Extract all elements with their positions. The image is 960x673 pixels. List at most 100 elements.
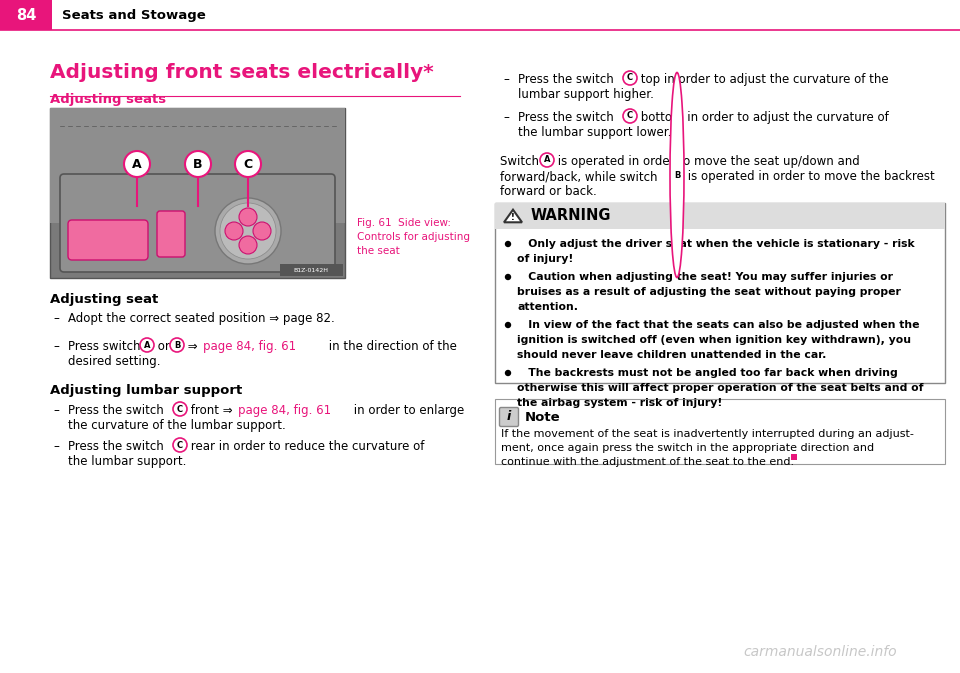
Text: attention.: attention.	[517, 302, 578, 312]
Text: continue with the adjustment of the seat to the end.: continue with the adjustment of the seat…	[501, 457, 794, 467]
Text: A: A	[132, 157, 142, 170]
Bar	[495, 203, 945, 383]
Text: ignition is switched off (even when ignition key withdrawn), you: ignition is switched off (even when igni…	[517, 335, 911, 345]
Text: otherwise this will affect proper operation of the seat belts and of: otherwise this will affect proper operat…	[517, 383, 924, 393]
Bar	[495, 399, 945, 464]
FancyBboxPatch shape	[499, 407, 518, 427]
Text: Only adjust the driver seat when the vehicle is stationary - risk: Only adjust the driver seat when the veh…	[517, 239, 915, 249]
Circle shape	[505, 274, 511, 280]
Text: in order to enlarge: in order to enlarge	[350, 404, 465, 417]
Text: WARNING: WARNING	[531, 209, 612, 223]
FancyBboxPatch shape	[60, 174, 335, 272]
Text: Adjusting seats: Adjusting seats	[50, 93, 166, 106]
FancyBboxPatch shape	[68, 220, 148, 260]
Circle shape	[124, 151, 150, 177]
Text: 84: 84	[15, 7, 36, 22]
Text: Press switch: Press switch	[68, 340, 144, 353]
Text: the lumbar support.: the lumbar support.	[68, 455, 186, 468]
Text: bruises as a result of adjusting the seat without paying proper: bruises as a result of adjusting the sea…	[517, 287, 900, 297]
Circle shape	[220, 203, 276, 259]
Text: Adjusting lumbar support: Adjusting lumbar support	[50, 384, 242, 397]
Circle shape	[540, 153, 554, 167]
Circle shape	[215, 198, 281, 264]
Text: Press the switch: Press the switch	[518, 111, 617, 124]
Text: If the movement of the seat is inadvertently interrupted during an adjust-: If the movement of the seat is inadverte…	[501, 429, 914, 439]
Circle shape	[670, 73, 684, 277]
Text: is operated in order to move the seat up/down and: is operated in order to move the seat up…	[554, 155, 860, 168]
Text: page 84, fig. 61: page 84, fig. 61	[203, 340, 296, 353]
Text: front ⇒: front ⇒	[187, 404, 236, 417]
Text: carmanualsonline.info: carmanualsonline.info	[743, 645, 897, 659]
Text: Adjusting seat: Adjusting seat	[50, 293, 158, 306]
Circle shape	[239, 208, 257, 226]
Text: Fig. 61  Side view:
Controls for adjusting
the seat: Fig. 61 Side view: Controls for adjustin…	[357, 218, 470, 256]
Text: Adjusting front seats electrically*: Adjusting front seats electrically*	[50, 63, 434, 82]
Circle shape	[505, 369, 511, 376]
Text: B: B	[193, 157, 203, 170]
Circle shape	[505, 241, 511, 247]
Text: rear in order to reduce the curvature of: rear in order to reduce the curvature of	[187, 440, 424, 453]
Bar	[280, 264, 343, 276]
Polygon shape	[504, 210, 522, 222]
Text: A: A	[144, 341, 151, 349]
Circle shape	[253, 222, 271, 240]
Text: of injury!: of injury!	[517, 254, 573, 264]
Text: In view of the fact that the seats can also be adjusted when the: In view of the fact that the seats can a…	[517, 320, 920, 330]
Text: C: C	[627, 73, 633, 83]
Text: Press the switch: Press the switch	[518, 73, 617, 86]
Text: B1Z-0142H: B1Z-0142H	[294, 267, 328, 273]
Text: the curvature of the lumbar support.: the curvature of the lumbar support.	[68, 419, 286, 432]
Text: –: –	[53, 340, 59, 353]
Text: ment, once again press the switch in the appropriate direction and: ment, once again press the switch in the…	[501, 443, 875, 453]
Text: top in order to adjust the curvature of the: top in order to adjust the curvature of …	[637, 73, 889, 86]
Circle shape	[235, 151, 261, 177]
Text: page 84, fig. 61: page 84, fig. 61	[238, 404, 331, 417]
Text: in the direction of the: in the direction of the	[325, 340, 457, 353]
Bar	[50, 108, 345, 223]
Text: –: –	[503, 73, 509, 86]
Text: Press the switch: Press the switch	[68, 440, 167, 453]
Circle shape	[505, 322, 511, 328]
Text: should never leave children unattended in the car.: should never leave children unattended i…	[517, 350, 827, 360]
Bar	[495, 203, 945, 229]
Text: or: or	[154, 340, 174, 353]
Text: –: –	[53, 312, 59, 325]
Text: desired setting.: desired setting.	[68, 355, 160, 368]
Text: The backrests must not be angled too far back when driving: The backrests must not be angled too far…	[517, 368, 898, 378]
Text: lumbar support higher.: lumbar support higher.	[518, 88, 654, 101]
Circle shape	[140, 338, 154, 352]
Text: B: B	[674, 170, 681, 180]
Text: is operated in order to move the backrest: is operated in order to move the backres…	[684, 170, 935, 183]
Text: Press the switch: Press the switch	[68, 404, 167, 417]
Circle shape	[225, 222, 243, 240]
Text: the airbag system - risk of injury!: the airbag system - risk of injury!	[517, 398, 722, 408]
FancyBboxPatch shape	[157, 211, 185, 257]
Text: C: C	[177, 441, 183, 450]
Text: forward or back.: forward or back.	[500, 185, 597, 198]
Text: C: C	[627, 112, 633, 120]
Text: Note: Note	[525, 411, 561, 424]
Text: –: –	[503, 111, 509, 124]
Circle shape	[170, 338, 184, 352]
Text: Adopt the correct seated position ⇒ page 82.: Adopt the correct seated position ⇒ page…	[68, 312, 335, 325]
Text: ⇒: ⇒	[184, 340, 202, 353]
Text: B: B	[174, 341, 180, 349]
Text: the lumbar support lower.: the lumbar support lower.	[518, 126, 671, 139]
Circle shape	[239, 236, 257, 254]
Bar	[0, 0, 52, 30]
Text: i: i	[507, 411, 511, 423]
Text: A: A	[543, 155, 550, 164]
Text: forward/back, while switch: forward/back, while switch	[500, 170, 661, 183]
Bar	[50, 108, 345, 278]
Text: Switch: Switch	[500, 155, 542, 168]
Circle shape	[185, 151, 211, 177]
Text: –: –	[53, 404, 59, 417]
Text: !: !	[511, 213, 515, 221]
Bar	[791, 454, 797, 460]
Circle shape	[623, 71, 637, 85]
Circle shape	[173, 438, 187, 452]
Text: –: –	[53, 440, 59, 453]
Text: C: C	[177, 404, 183, 413]
Text: Caution when adjusting the seat! You may suffer injuries or: Caution when adjusting the seat! You may…	[517, 272, 893, 282]
Text: bottom in order to adjust the curvature of: bottom in order to adjust the curvature …	[637, 111, 889, 124]
